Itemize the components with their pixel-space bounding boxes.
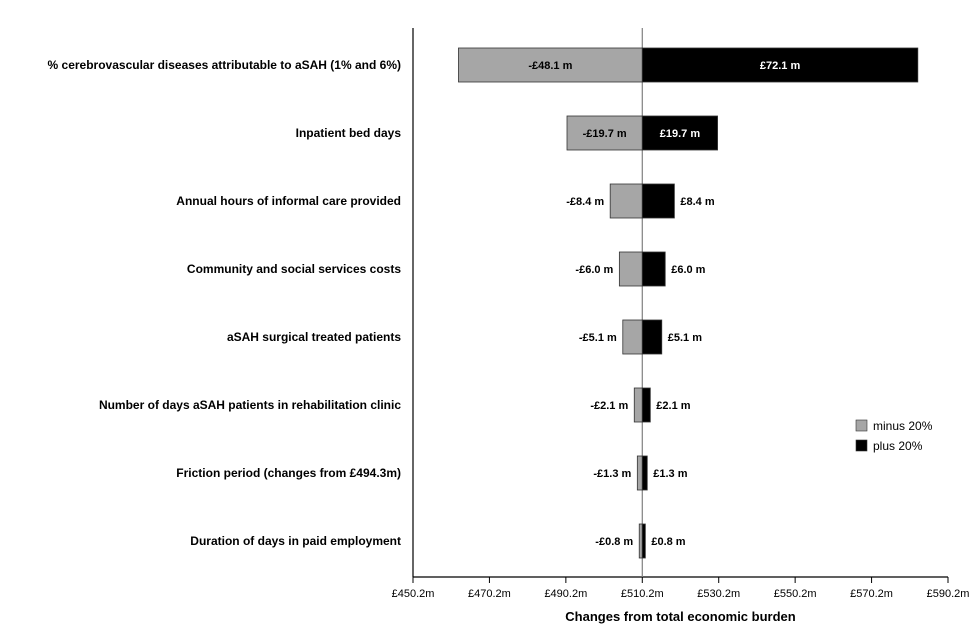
x-tick-label: £590.2m [927,588,970,600]
bar-value-label: -£1.3 m [593,468,631,480]
bar-value-label: -£8.4 m [566,196,604,208]
bar-value-label: £1.3 m [653,468,687,480]
category-label: Annual hours of informal care provided [176,194,401,208]
bar-minus [637,456,642,490]
x-tick-label: £570.2m [850,588,893,600]
bar-value-label: -£19.7 m [583,128,627,140]
bar-minus [623,320,642,354]
bar-value-label: -£0.8 m [595,536,633,548]
bar-minus [634,388,642,422]
bar-plus [642,252,665,286]
bar-value-label: -£5.1 m [579,332,617,344]
bar-value-label: -£6.0 m [575,264,613,276]
bar-minus [639,524,642,558]
category-label: Community and social services costs [187,262,401,276]
legend-swatch [856,420,867,431]
legend-swatch [856,440,867,451]
legend-label: minus 20% [873,419,933,433]
x-axis-title: Changes from total economic burden [565,609,795,624]
x-tick-label: £510.2m [621,588,664,600]
x-tick-label: £490.2m [544,588,587,600]
bar-value-label: £72.1 m [760,60,801,72]
bar-minus [610,184,642,218]
x-tick-label: £470.2m [468,588,511,600]
bar-value-label: -£2.1 m [590,400,628,412]
x-tick-label: £550.2m [774,588,817,600]
category-label: Inpatient bed days [296,126,402,140]
x-tick-label: £530.2m [697,588,740,600]
category-label: aSAH surgical treated patients [227,330,401,344]
bar-value-label: £2.1 m [656,400,690,412]
bar-value-label: £6.0 m [671,264,705,276]
bar-plus [642,388,650,422]
bar-value-label: -£48.1 m [528,60,572,72]
category-label: % cerebrovascular diseases attributable … [48,58,401,72]
bar-value-label: £0.8 m [651,536,685,548]
chart-svg: £450.2m £470.2m £490.2m £510.2m £530.2m £550.… [0,0,976,637]
bar-minus [619,252,642,286]
bar-value-label: £5.1 m [668,332,702,344]
bar-plus [642,456,647,490]
category-label: Duration of days in paid employment [190,534,401,548]
legend-label: plus 20% [873,439,923,453]
bar-value-label: £19.7 m [660,128,701,140]
category-label: Number of days aSAH patients in rehabili… [99,398,401,412]
x-tick-label: £450.2m [392,588,435,600]
category-label: Friction period (changes from £494.3m) [176,466,401,480]
bar-plus [642,524,645,558]
bar-plus [642,320,661,354]
tornado-chart: £450.2m £470.2m £490.2m £510.2m £530.2m £550.… [0,0,976,637]
bar-plus [642,184,674,218]
bar-value-label: £8.4 m [680,196,714,208]
